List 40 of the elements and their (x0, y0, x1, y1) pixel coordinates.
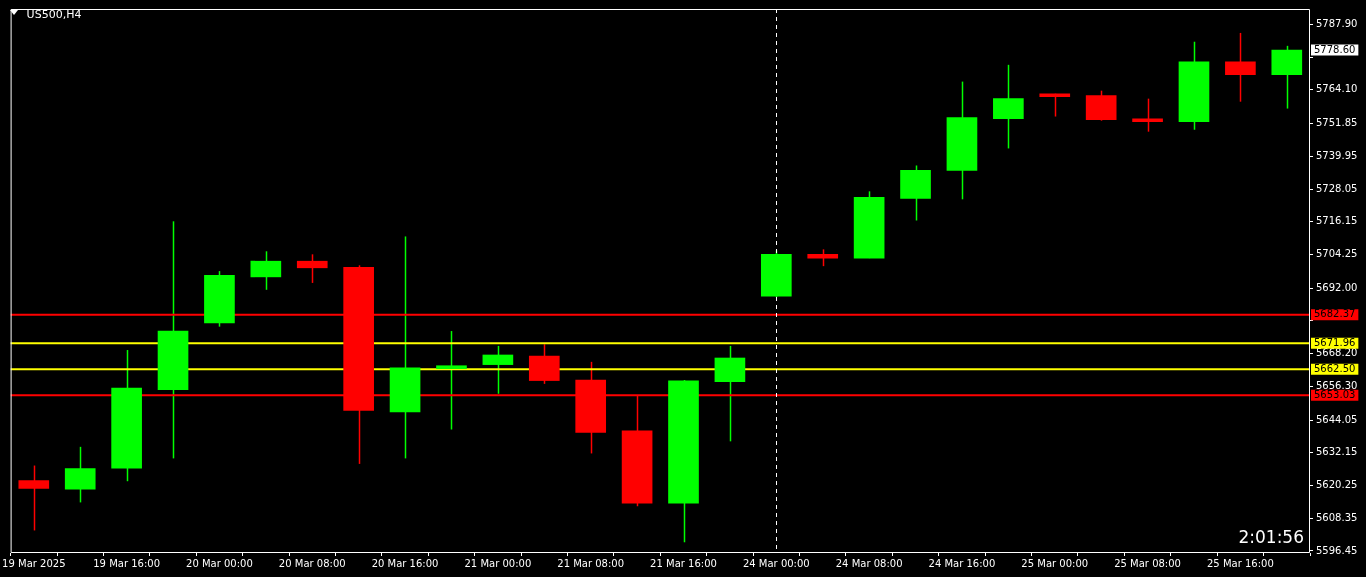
y-tick-label: 5751.85 (1316, 117, 1358, 129)
ref-line-label: 5662.50 (1314, 362, 1356, 374)
ref-line-label: 5671.96 (1314, 336, 1356, 348)
y-tick-label: 5704.25 (1316, 248, 1358, 260)
y-tick-label: 5728.05 (1316, 182, 1358, 194)
candlestick (436, 330, 467, 431)
chart-title: US500,H4 (26, 7, 82, 21)
x-tick-label: 21 Mar 00:00 (464, 557, 532, 569)
y-tick-label: 5692.00 (1316, 281, 1358, 293)
x-tick-label: 21 Mar 08:00 (557, 557, 625, 569)
candlestick (1132, 97, 1163, 133)
annotation: 2:01:56 (1238, 527, 1304, 547)
x-tick-label: 24 Mar 16:00 (928, 557, 996, 569)
x-tick-label: 25 Mar 00:00 (1021, 557, 1089, 569)
x-tick-label: 24 Mar 08:00 (835, 557, 903, 569)
x-tick-label: 21 Mar 16:00 (650, 557, 717, 569)
y-tick-label: 5620.25 (1316, 479, 1358, 491)
y-tick-label: 5596.45 (1316, 544, 1358, 556)
x-tick-label: 20 Mar 16:00 (371, 557, 439, 569)
text: 5778.60 (1314, 43, 1356, 55)
y-tick-label: 5608.35 (1316, 511, 1358, 523)
y-tick-label: 5787.90 (1316, 18, 1358, 29)
ref-line-label: 5682.37 (1314, 308, 1356, 320)
x-tick-label: 24 Mar 00:00 (742, 557, 810, 569)
x-tick-label: 25 Mar 16:00 (1207, 557, 1274, 569)
candlestick (296, 253, 328, 284)
x-tick-label: 19 Mar 2025 (2, 557, 66, 569)
y-tick-label: 5716.15 (1316, 215, 1358, 227)
y-tick-label: 5739.95 (1316, 149, 1358, 161)
ref-line-label: 5653.03 (1314, 388, 1356, 400)
candlestick (18, 464, 50, 532)
y-tick-label: 5644.05 (1316, 413, 1358, 425)
y-tick-label: 5632.15 (1316, 446, 1358, 458)
y-tick-label: 5656.30 (1316, 379, 1358, 391)
y-tick-label: 5668.20 (1316, 347, 1358, 359)
x-tick-label: 19 Mar 16:00 (93, 557, 161, 569)
x-tick-label: 20 Mar 00:00 (186, 557, 253, 569)
x-tick-label: 25 Mar 08:00 (1114, 557, 1181, 569)
x-tick-label: 20 Mar 08:00 (278, 557, 346, 569)
y-tick-label: 5764.10 (1316, 83, 1358, 95)
